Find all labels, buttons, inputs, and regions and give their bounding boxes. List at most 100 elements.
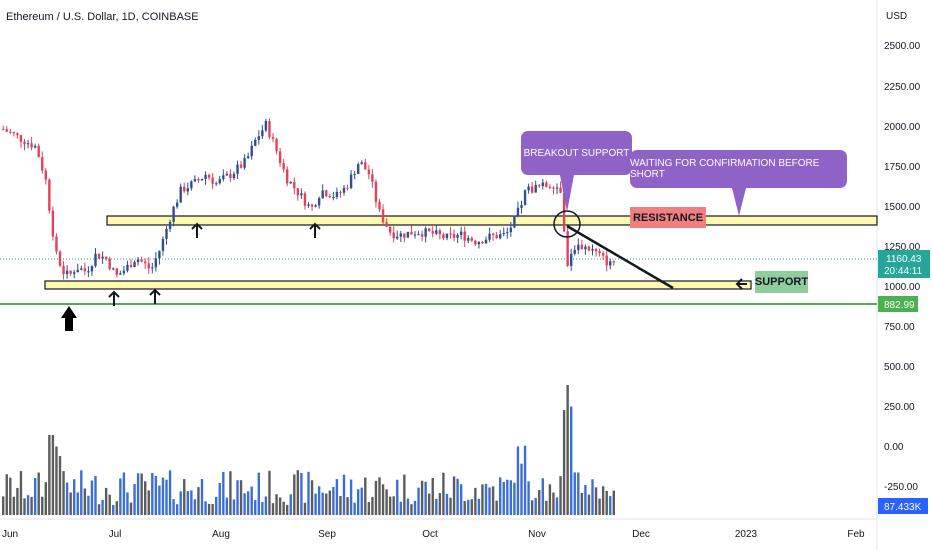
time-tick-label: Sep [318,529,336,540]
candle-body [94,253,97,267]
candle-body [463,231,466,241]
price-tick-label: 0.00 [884,442,904,453]
candle-body [403,233,406,238]
candle-body [296,188,300,196]
candle-body [410,231,413,235]
volume-bar [381,484,385,515]
volume-bar [69,492,72,515]
volume-bar [16,487,19,515]
volume-bar [364,477,367,515]
candle-body [424,228,427,237]
volume-bar [520,463,523,515]
support-tag[interactable]: SUPPORT [755,271,808,293]
volume-bar [506,479,509,515]
volume-bar [190,490,193,515]
volume-bar [261,501,264,515]
candle-body [151,267,154,269]
resistance-tag[interactable]: RESISTANCE [630,207,706,228]
trend-line[interactable] [566,224,674,290]
candle-body [399,233,402,237]
price-tick-label: 1000.00 [884,282,921,293]
interval-label[interactable]: 1D [121,11,136,23]
volume-bar [516,446,520,515]
candle-body [328,196,331,198]
candle-body [591,248,594,251]
volume-bar [211,503,214,515]
volume-bar [612,490,615,515]
breakout-support-text: BREAKOUT SUPPORT [523,147,630,159]
volume-bar [325,493,328,515]
candle-body [158,250,161,259]
volume-bar [215,496,218,515]
volume-bar [513,482,516,515]
candle-body [197,178,200,181]
time-axis[interactable]: Jun Jul Aug Sep Oct Nov Dec 2023 Feb [2,529,865,540]
exchange-label[interactable]: COINBASE [141,11,199,23]
volume-bar [129,502,133,515]
current-price-text: 1160.43 [886,254,922,265]
candle-body [481,241,484,244]
price-tick-label: -250.00 [884,482,918,493]
volume-bars-group [2,385,615,515]
candle-body [168,221,172,230]
volume-bar [463,500,466,515]
candle-body [161,238,165,251]
support-zone[interactable] [44,280,752,290]
volume-bar [410,504,413,515]
candle-body [584,246,587,250]
candle-body [417,234,420,236]
breakout-support-callout[interactable]: BREAKOUT SUPPORT [521,131,632,175]
volume-bar [282,501,285,515]
volume-bar [477,498,481,515]
candle-body [58,251,62,266]
candle-body [278,151,282,164]
candle-body [325,190,328,197]
volume-bar [218,483,221,515]
candle-body [559,187,562,193]
candle-body [5,129,8,132]
price-tick-label: 500.00 [884,362,915,373]
candle-body [530,186,534,193]
candle-body [268,121,271,138]
candle-body [108,258,111,270]
volume-bar [286,504,289,515]
volume-bar [577,472,580,515]
volume-bar [165,479,168,515]
candle-body [523,190,527,205]
volume-bar [136,473,140,515]
volume-bar [587,494,591,515]
price-axis[interactable]: 2500.00 2250.00 2000.00 1750.00 1500.00 1250.… [884,41,921,493]
volume-bar [222,471,225,515]
volume-bar [126,492,129,515]
arrow-left-icon [735,278,747,290]
candle-body [286,169,289,184]
volume-text: 87.433K [884,502,922,513]
volume-bar [481,484,484,515]
candle-body [16,133,19,136]
volume-bar [101,499,104,515]
volume-bar [445,493,449,515]
candle-body [385,222,388,227]
volume-bar [491,486,495,515]
volume-bar [183,479,186,515]
resistance-zone[interactable] [106,215,878,226]
candle-body [218,179,221,184]
candle-body [349,174,353,188]
candle-body [104,256,108,259]
candle-body [257,136,260,140]
candle-body [374,181,378,202]
candle-body [346,187,349,189]
volume-bar [442,472,445,515]
volume-bar [108,494,111,515]
symbol-label[interactable]: Ethereum / U.S. Dollar [6,11,116,23]
volume-bar [65,482,69,515]
volume-bar [122,472,126,515]
volume-bar [51,435,55,515]
volume-bar [584,485,587,515]
volume-bar [19,471,23,515]
volume-bar [200,479,204,515]
waiting-callout[interactable]: WAITING FOR CONFIRMATION BEFORE SHORT [630,150,847,188]
waiting-text: WAITING FOR CONFIRMATION BEFORE SHORT [630,158,820,180]
volume-bar [119,478,122,515]
